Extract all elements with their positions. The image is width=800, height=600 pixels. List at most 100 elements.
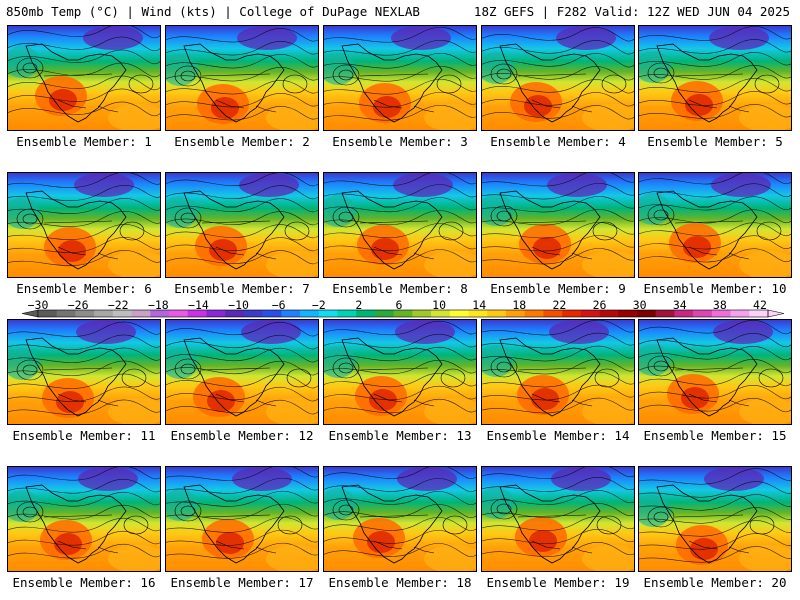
colorbar-swatch <box>169 310 189 317</box>
colorbar-swatch <box>206 310 226 317</box>
ensemble-member-label: Ensemble Member: 5 <box>647 134 783 149</box>
colorbar-swatch <box>449 310 469 317</box>
colorbar-tick-label: −18 <box>147 298 169 312</box>
colorbar-swatch <box>374 310 394 317</box>
ensemble-member-label: Ensemble Member: 11 <box>12 428 156 443</box>
temperature-map <box>8 320 160 424</box>
colorbar-swatch <box>225 310 245 317</box>
temperature-map <box>324 173 476 277</box>
ensemble-member-label: Ensemble Member: 13 <box>328 428 472 443</box>
colorbar-tick-label: −6 <box>271 298 286 312</box>
ensemble-map-panel <box>7 466 161 572</box>
colorbar-swatch <box>131 310 151 317</box>
temperature-map <box>482 26 634 130</box>
colorbar-swatch <box>75 310 95 317</box>
temperature-map <box>639 26 791 130</box>
ensemble-member-label: Ensemble Member: 2 <box>174 134 310 149</box>
ensemble-member-label: Ensemble Member: 20 <box>643 575 787 590</box>
colorbar-swatch <box>356 310 376 317</box>
ensemble-member-label: Ensemble Member: 16 <box>12 575 156 590</box>
colorbar-tick-label: 22 <box>552 298 567 312</box>
colorbar-tick-label: −30 <box>27 298 49 312</box>
colorbar-tick-label: −26 <box>67 298 89 312</box>
temperature-colorbar <box>16 298 786 320</box>
colorbar-swatch <box>94 310 114 317</box>
temperature-map <box>8 467 160 571</box>
ensemble-map-panel <box>638 466 792 572</box>
ensemble-map-panel <box>323 172 477 278</box>
colorbar-swatch <box>711 310 731 317</box>
colorbar-swatch <box>150 310 170 317</box>
ensemble-map-panel <box>323 25 477 131</box>
ensemble-member-label: Ensemble Member: 8 <box>332 281 468 296</box>
colorbar-swatch <box>562 310 582 317</box>
colorbar-tick-label: 34 <box>672 298 687 312</box>
ensemble-map-panel <box>481 466 635 572</box>
colorbar-swatch <box>618 310 638 317</box>
temperature-map <box>482 467 634 571</box>
temperature-map <box>166 26 318 130</box>
ensemble-map-panel <box>7 319 161 425</box>
colorbar-swatch <box>300 310 320 317</box>
colorbar-tick-label: −10 <box>228 298 249 312</box>
temperature-map <box>166 173 318 277</box>
temperature-map <box>324 26 476 130</box>
ensemble-map-panel <box>165 172 319 278</box>
ensemble-member-label: Ensemble Member: 7 <box>174 281 310 296</box>
colorbar-swatch <box>112 310 132 317</box>
temperature-map <box>324 320 476 424</box>
colorbar-swatch <box>38 310 58 317</box>
colorbar-swatch <box>243 310 263 317</box>
colorbar-tick-label: 10 <box>432 298 447 312</box>
colorbar-tick-label: 30 <box>632 298 647 312</box>
colorbar-tick-label: 42 <box>753 298 767 312</box>
ensemble-map-panel <box>165 25 319 131</box>
ensemble-member-label: Ensemble Member: 6 <box>16 281 152 296</box>
colorbar-swatch <box>674 310 694 317</box>
ensemble-member-label: Ensemble Member: 19 <box>486 575 630 590</box>
temperature-map <box>639 467 791 571</box>
ensemble-map-panel <box>165 319 319 425</box>
temperature-map <box>166 467 318 571</box>
colorbar-swatch <box>693 310 713 317</box>
temperature-map <box>324 467 476 571</box>
temperature-map <box>8 26 160 130</box>
ensemble-map-panel <box>638 319 792 425</box>
ensemble-member-label: Ensemble Member: 4 <box>490 134 626 149</box>
colorbar-swatch <box>543 310 563 317</box>
colorbar-swatch <box>468 310 488 317</box>
colorbar-swatch <box>580 310 600 317</box>
colorbar-tick-label: 14 <box>472 298 487 312</box>
temperature-map <box>639 320 791 424</box>
colorbar-tick-label: 38 <box>712 298 727 312</box>
colorbar-tick-label: −22 <box>107 298 129 312</box>
colorbar-swatch <box>599 310 619 317</box>
temperature-map <box>166 320 318 424</box>
temperature-map <box>482 320 634 424</box>
colorbar-tick-label: −2 <box>311 298 326 312</box>
ensemble-member-label: Ensemble Member: 14 <box>486 428 630 443</box>
ensemble-member-label: Ensemble Member: 3 <box>332 134 468 149</box>
ensemble-member-label: Ensemble Member: 12 <box>170 428 314 443</box>
ensemble-map-panel <box>7 25 161 131</box>
colorbar-tick-label: 18 <box>512 298 527 312</box>
temperature-map <box>639 173 791 277</box>
ensemble-member-label: Ensemble Member: 18 <box>328 575 472 590</box>
ensemble-map-panel <box>165 466 319 572</box>
ensemble-map-panel <box>638 25 792 131</box>
ensemble-map-panel <box>481 25 635 131</box>
temperature-map <box>482 173 634 277</box>
colorbar-swatch <box>524 310 544 317</box>
colorbar-swatch <box>487 310 507 317</box>
colorbar-swatch <box>318 310 338 317</box>
colorbar-swatch <box>187 310 207 317</box>
colorbar-swatch <box>262 310 282 317</box>
ensemble-map-panel <box>323 466 477 572</box>
colorbar-swatch <box>393 310 413 317</box>
colorbar-swatch <box>636 310 656 317</box>
colorbar-tick-label: 6 <box>395 298 403 312</box>
colorbar-swatch <box>337 310 357 317</box>
ensemble-member-label: Ensemble Member: 15 <box>643 428 787 443</box>
colorbar-swatch <box>281 310 301 317</box>
ensemble-member-label: Ensemble Member: 9 <box>490 281 626 296</box>
